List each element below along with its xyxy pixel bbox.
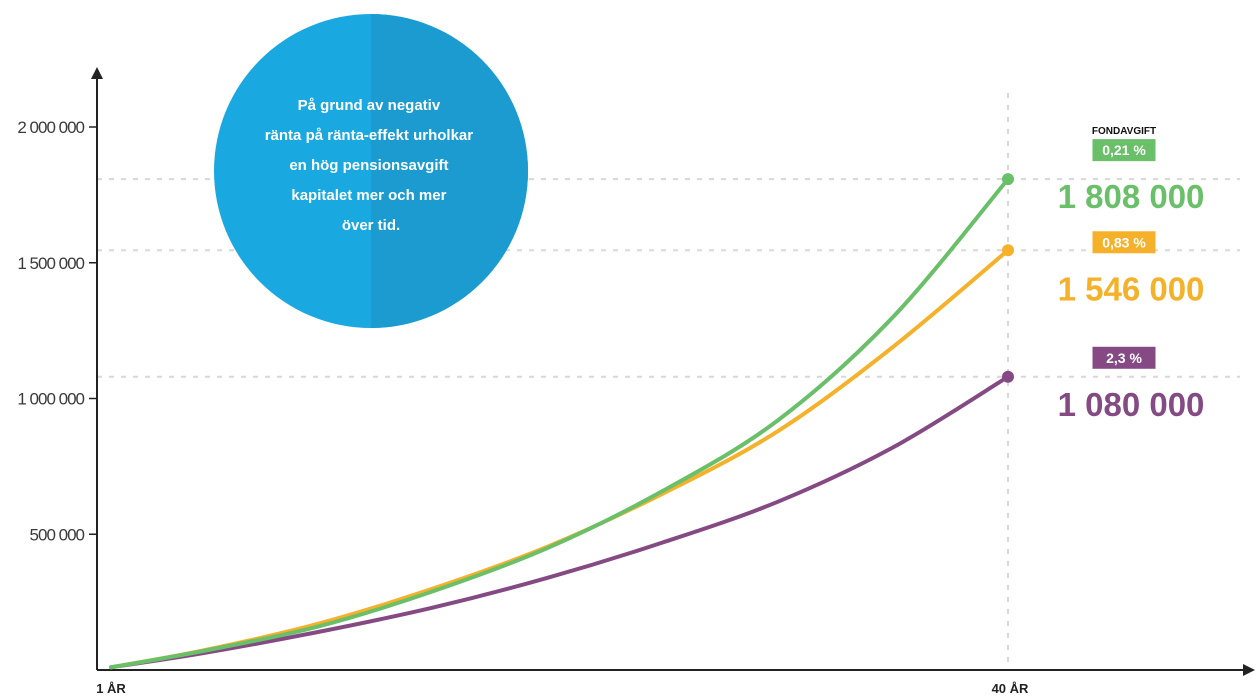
legend: FONDAVGIFT 0,21 % 1 808 000 0,83 % 1 546 00… — [1058, 126, 1205, 423]
series-end-point — [1002, 244, 1014, 257]
series-line — [109, 177, 1010, 670]
legend-badge-label: 2,3 % — [1106, 350, 1142, 366]
legend-badge-label: 0,21 % — [1102, 142, 1146, 158]
annotation-callout: På grund av negativ ränta på ränta-effek… — [214, 14, 528, 328]
callout-line: en hög pensionsavgift — [289, 157, 448, 174]
y-tick-label: 1 000 000 — [17, 390, 84, 409]
series-end-point — [1002, 173, 1014, 186]
callout-line: kapitalet mer och mer — [291, 187, 446, 204]
callout-line: ränta på ränta-effekt urholkar — [265, 127, 474, 144]
end-value-label: 1 080 000 — [1058, 386, 1205, 423]
x-tick-label: 40 ÅR — [992, 681, 1029, 696]
legend-badge-label: 0,83 % — [1102, 234, 1146, 250]
series-end-point — [1002, 370, 1014, 383]
legend-badge — [1092, 346, 1156, 369]
series-line — [109, 374, 1010, 670]
x-ticks: 1 ÅR 40 ÅR — [96, 681, 1029, 696]
end-value-label: 1 546 000 — [1058, 270, 1205, 307]
legend-badge — [1092, 139, 1156, 162]
end-value-label: 1 808 000 — [1058, 178, 1205, 215]
y-tick-label: 500 000 — [30, 525, 85, 544]
x-tick-label: 1 ÅR — [96, 681, 126, 696]
y-tick-label: 2 000 000 — [17, 118, 84, 137]
y-tick-label: 1 500 000 — [17, 254, 84, 273]
callout-line: På grund av negativ — [298, 97, 441, 114]
svg-text:På grund av negativ ränt: På grund av negativ ränta på ränta-effek… — [265, 97, 478, 234]
callout-line: över tid. — [342, 217, 400, 234]
callout-circle-shade — [371, 14, 528, 328]
y-axis-arrow-icon — [91, 67, 103, 79]
legend-title: FONDAVGIFT — [1092, 126, 1156, 137]
y-ticks: 500 000 1 000 000 1 500 000 2 000 000 — [17, 118, 97, 544]
legend-badge — [1092, 231, 1156, 254]
axes — [91, 67, 1255, 676]
series-lines — [109, 173, 1014, 670]
x-axis-arrow-icon — [1243, 664, 1255, 676]
